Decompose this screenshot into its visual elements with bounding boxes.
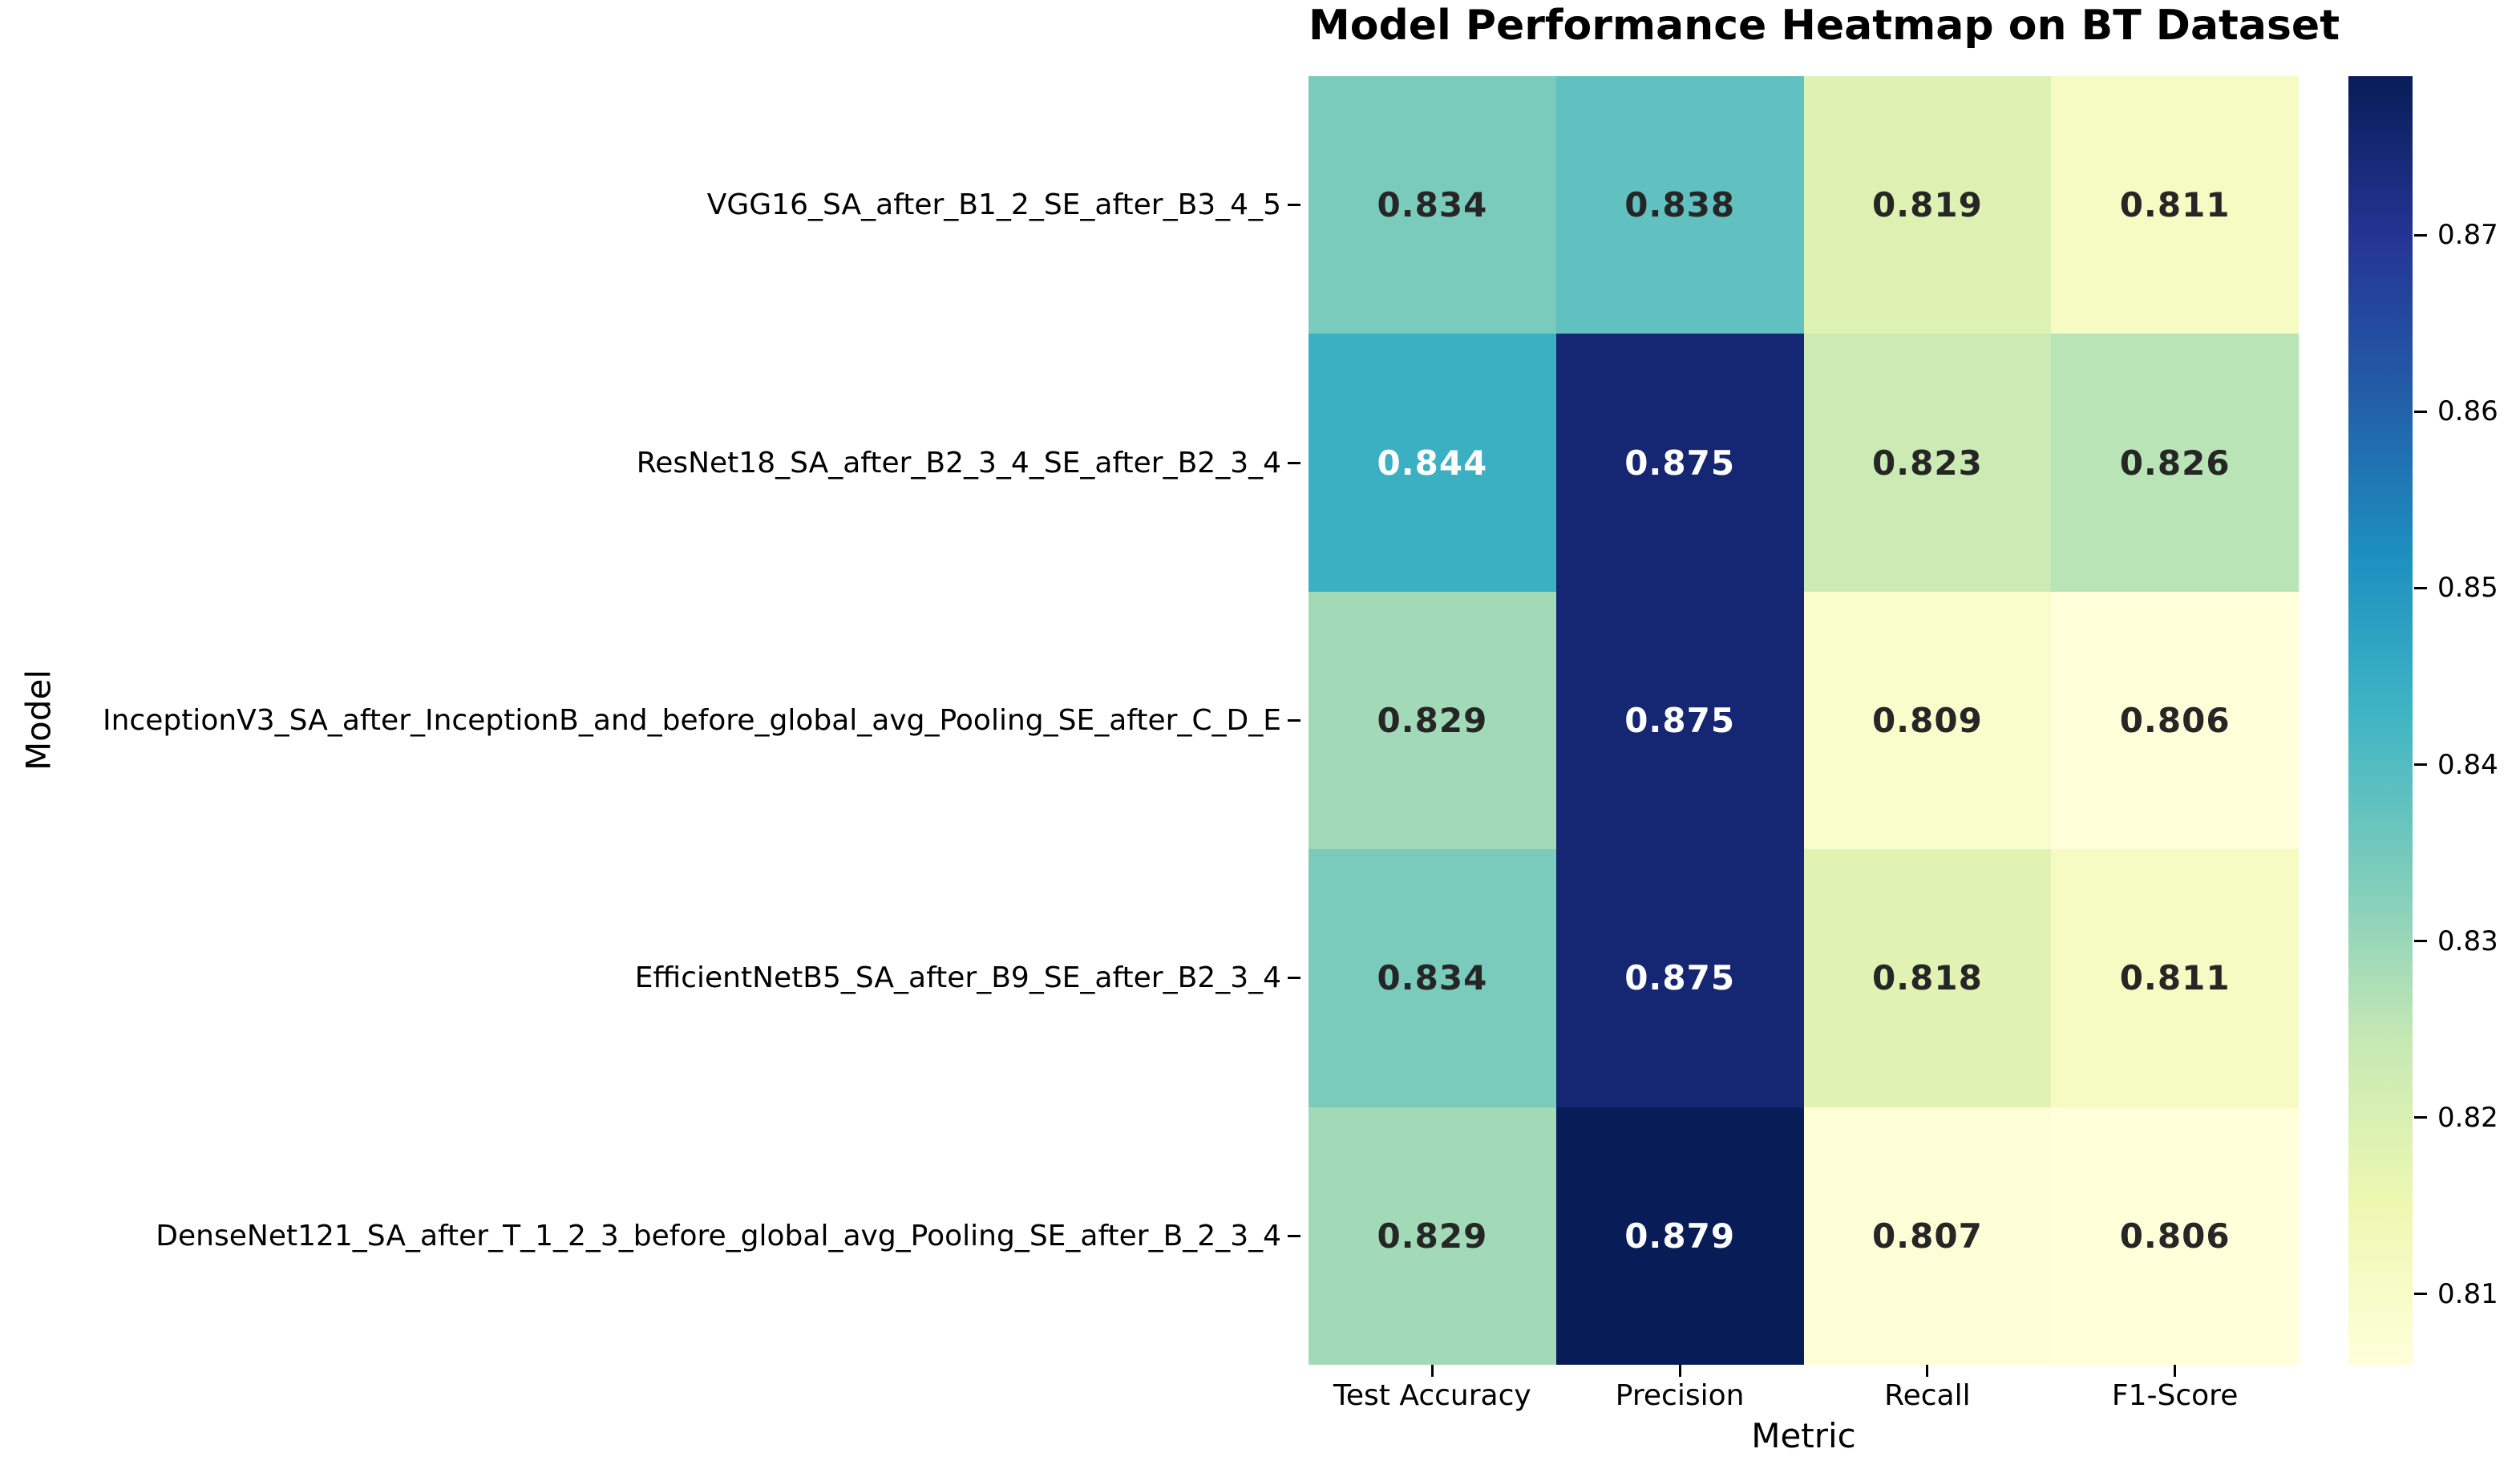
x-tick-label: Precision — [1615, 1379, 1745, 1412]
heatmap-cell: 0.807 — [1803, 1107, 2052, 1365]
x-tick-label: Test Accuracy — [1333, 1379, 1531, 1412]
heatmap-cell: 0.834 — [1309, 76, 1556, 334]
heatmap-cell: 0.806 — [2051, 591, 2299, 850]
x-tick-mark — [1926, 1365, 1929, 1377]
heatmap-cell: 0.811 — [2051, 76, 2299, 334]
heatmap-cell: 0.806 — [2051, 1107, 2299, 1365]
x-tick-mark — [1430, 1365, 1434, 1377]
y-tick-mark — [1288, 204, 1300, 207]
colorbar-tick-label: 0.87 — [2437, 219, 2498, 252]
y-tick-mark — [1288, 719, 1300, 722]
colorbar-tick-mark — [2414, 763, 2427, 767]
colorbar-tick-label: 0.84 — [2437, 748, 2498, 781]
colorbar-tick-label: 0.83 — [2437, 925, 2498, 957]
y-tick-label: EfficientNetB5_SA_after_B9_SE_after_B2_3… — [634, 961, 1281, 995]
y-tick-mark — [1288, 977, 1300, 980]
y-tick-label: DenseNet121_SA_after_T_1_2_3_before_glob… — [156, 1219, 1281, 1252]
colorbar-tick-label: 0.81 — [2437, 1277, 2498, 1310]
heatmap-cell: 0.875 — [1555, 591, 1804, 850]
x-tick-mark — [1678, 1365, 1681, 1377]
heatmap-cell: 0.834 — [1309, 849, 1556, 1107]
colorbar-tick-label: 0.85 — [2437, 572, 2498, 605]
heatmap-cell: 0.811 — [2051, 849, 2299, 1107]
heatmap-grid: 0.834 0.838 0.819 0.811 0.844 0.875 0.823 0.826… — [1309, 76, 2299, 1365]
colorbar-tick-label: 0.86 — [2437, 395, 2498, 428]
colorbar-tick-mark — [2414, 586, 2427, 589]
chart-title: Model Performance Heatmap on BT Dataset — [1309, 2, 2340, 50]
heatmap-cell: 0.829 — [1309, 591, 1556, 850]
colorbar-tick-mark — [2414, 1116, 2427, 1119]
heatmap-cell: 0.875 — [1555, 849, 1804, 1107]
y-tick-mark — [1288, 461, 1300, 464]
x-tick-label: F1-Score — [2111, 1379, 2239, 1412]
colorbar-tick-mark — [2414, 233, 2427, 237]
x-tick-label: Recall — [1884, 1379, 1971, 1412]
heatmap-cell: 0.826 — [2051, 334, 2299, 592]
heatmap-cell: 0.819 — [1803, 76, 2052, 334]
y-tick-label: VGG16_SA_after_B1_2_SE_after_B3_4_5 — [706, 188, 1281, 222]
colorbar-gradient — [2348, 76, 2413, 1365]
heatmap-cell: 0.875 — [1555, 334, 1804, 592]
colorbar-tick-mark — [2414, 1293, 2427, 1296]
y-tick-label: InceptionV3_SA_after_InceptionB_and_befo… — [102, 703, 1281, 737]
heatmap-cell: 0.823 — [1803, 334, 2052, 592]
colorbar-tick-label: 0.82 — [2437, 1101, 2498, 1134]
x-axis-title: Metric — [1751, 1416, 1856, 1455]
heatmap-cell: 0.809 — [1803, 591, 2052, 850]
heatmap-cell: 0.879 — [1555, 1107, 1804, 1365]
colorbar-tick-mark — [2414, 410, 2427, 413]
colorbar-tick-mark — [2414, 940, 2427, 943]
x-tick-mark — [2174, 1365, 2177, 1377]
y-tick-label: ResNet18_SA_after_B2_3_4_SE_after_B2_3_4 — [636, 446, 1281, 480]
heatmap-cell: 0.818 — [1803, 849, 2052, 1107]
heatmap-cell: 0.844 — [1309, 334, 1556, 592]
heatmap-cell: 0.838 — [1555, 76, 1804, 334]
heatmap-cell: 0.829 — [1309, 1107, 1556, 1365]
y-tick-mark — [1288, 1234, 1300, 1237]
